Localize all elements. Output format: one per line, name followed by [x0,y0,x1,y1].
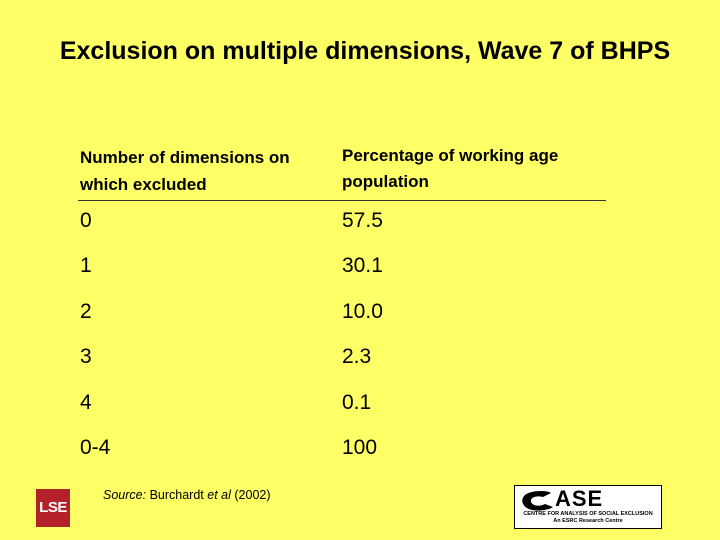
table-row: 0-4 100 [0,428,720,468]
case-logo: ASE CENTRE FOR ANALYSIS OF SOCIAL EXCLUS… [514,485,662,529]
dimensions-cell: 0 [80,209,92,232]
dimensions-cell: 2 [80,300,92,323]
column-header-dimensions: Number of dimensions on which excluded [80,148,290,194]
table-row: 1 30.1 [0,246,720,286]
table-row: 0 57.5 [0,201,720,241]
dimensions-cell: 3 [80,345,92,368]
source-etal: et al [207,488,231,502]
header-divider [78,200,606,201]
percentage-cell: 57.5 [342,209,383,232]
column-header-percentage: Percentage of working age population [342,146,559,191]
percentage-cell: 0.1 [342,391,372,414]
source-citation: Source: Burchardt et al (2002) [103,487,271,503]
percentage-cell: 10.0 [342,300,383,323]
table-row: 4 0.1 [0,383,720,423]
case-c-icon [522,491,553,511]
case-logo-line1: CENTRE FOR ANALYSIS OF SOCIAL EXCLUSION [523,511,653,517]
slide-title: Exclusion on multiple dimensions, Wave 7… [59,37,671,65]
percentage-cell: 2.3 [342,345,372,368]
dimensions-cell: 4 [80,391,92,414]
case-logo-line2: An ESRC Research Centre [553,518,623,524]
source-author: Burchardt [149,488,204,502]
table-row: 3 2.3 [0,337,720,377]
case-logo-word: ASE [555,486,604,511]
dimensions-cell: 1 [80,254,92,277]
source-label: Source: [103,488,147,502]
lse-logo: LSE [36,489,70,527]
table-row: 2 10.0 [0,292,720,332]
dimensions-cell: 0-4 [80,436,111,459]
percentage-cell: 30.1 [342,254,383,277]
source-year: (2002) [234,488,271,502]
percentage-cell: 100 [342,436,378,459]
